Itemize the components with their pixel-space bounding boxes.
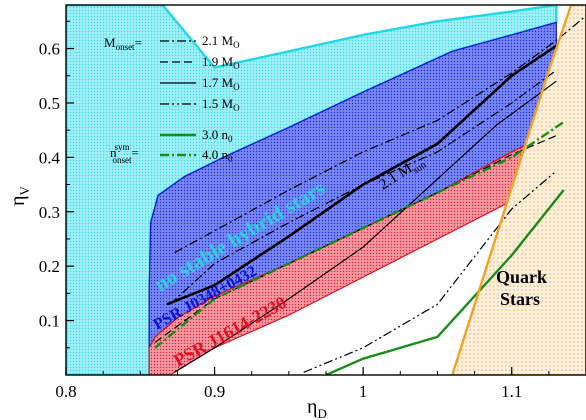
legend-label-1.9: 1.9 MO	[202, 54, 240, 71]
axis-ticks: 0.8 0.9 1 1.1 0.1 0.2 0.3 0.4 0.5 0.6	[39, 20, 586, 401]
x-tick-label: 1.1	[501, 382, 522, 401]
y-tick-label: 0.4	[39, 148, 61, 167]
plot-area	[66, 5, 586, 375]
svg-text:ηV: ηV	[7, 186, 32, 206]
curve-4.0n	[154, 121, 565, 349]
legend-label-4.0n: 4.0 n0	[202, 147, 233, 164]
legend-label-3.0n: 3.0 n0	[202, 127, 233, 144]
legend: Monset= nsym onset= 2.1 MO 1.9 MO 1.7 MO 1.5…	[104, 33, 240, 165]
svg-text:Monset=: Monset=	[104, 35, 142, 52]
curves	[154, 5, 586, 375]
legend-nonset-title: nsym onset=	[110, 142, 139, 165]
x-tick-label: 1	[359, 382, 368, 401]
x-tick-label: 0.9	[204, 382, 225, 401]
y-tick-label: 0.6	[39, 40, 60, 59]
y-tick-label: 0.5	[39, 94, 60, 113]
curve-2.1	[174, 15, 586, 254]
curve-1.7	[174, 80, 557, 373]
legend-label-2.1: 2.1 MO	[202, 33, 240, 50]
curve-3.0n	[325, 189, 565, 375]
curve-2.1msun	[166, 44, 558, 306]
legend-label-1.7: 1.7 MO	[202, 75, 240, 92]
y-tick-label: 0.3	[39, 203, 60, 222]
x-axis-title: ηD	[307, 396, 327, 420]
curve-1.5	[303, 170, 557, 373]
y-tick-label: 0.2	[39, 257, 60, 276]
legend-monset-title: Monset=	[104, 35, 142, 52]
region-label-quark: Quark	[496, 267, 547, 287]
region-label-stars: Stars	[500, 289, 540, 309]
y-tick-label: 0.1	[39, 312, 60, 331]
x-tick-label: 0.8	[55, 382, 76, 401]
legend-label-1.5: 1.5 MO	[202, 96, 240, 113]
y-axis-title: ηV	[7, 186, 32, 206]
legend-entries: 2.1 MO 1.9 MO 1.7 MO 1.5 MO 3.0 n0 4.0 n0	[160, 33, 240, 164]
curve-quark-left	[451, 5, 573, 375]
